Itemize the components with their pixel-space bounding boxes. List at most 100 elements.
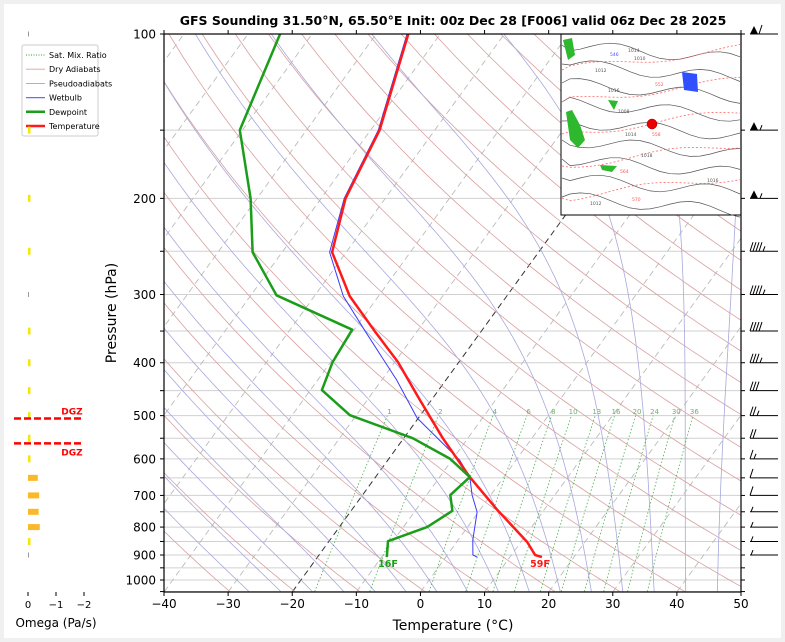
wind-barb-flag — [752, 242, 757, 252]
wind-barb-flag — [758, 321, 763, 332]
wind-barb-half — [750, 549, 754, 556]
omega-bar — [28, 31, 29, 37]
wind-barb — [750, 190, 778, 199]
wind-barb-flag — [749, 429, 754, 439]
x-tick-label: −20 — [280, 597, 305, 611]
mixing-ratio-label: 30 — [672, 408, 681, 416]
pseudoadiabat — [164, 81, 530, 592]
omega-bar — [28, 552, 29, 558]
pseudoadiabat — [270, 34, 592, 592]
wind-barb-flag — [752, 429, 757, 439]
pseudoadiabat — [503, 34, 655, 592]
wind-barb — [750, 521, 778, 528]
dry-adiabat — [164, 80, 741, 588]
precip-area — [608, 100, 618, 110]
y-tick-label: 700 — [133, 489, 156, 503]
isobar — [561, 157, 741, 175]
precip-area — [566, 110, 585, 148]
mixing-ratio-line — [428, 415, 494, 592]
wind-barb — [749, 321, 778, 332]
isobar-label: 1010 — [634, 56, 646, 62]
wind-barb-flag — [749, 449, 754, 460]
isobar-label: 1016 — [608, 88, 620, 94]
legend: Sat. Mix. Ratio Dry Adiabats Pseudoadiabat… — [21, 44, 112, 137]
isotherm — [164, 34, 377, 328]
axes: −40 −30 −20 −10 0 10 20 30 40 50 100 200 300 400 500 60… — [125, 28, 748, 612]
wind-barb — [749, 242, 778, 252]
dgz-top-label: DGZ — [61, 407, 83, 417]
omega-bar — [28, 194, 31, 202]
x-tick-label: −30 — [215, 597, 240, 611]
dry-adiabat — [234, 34, 741, 482]
mixing-ratio-label: 16 — [612, 408, 621, 416]
wind-barb-half — [759, 193, 763, 199]
dry-adiabat — [164, 414, 361, 592]
isotherm — [164, 34, 249, 151]
wind-barb-flag — [755, 242, 760, 252]
height-label: 570 — [632, 197, 641, 203]
wind-barb-flag — [749, 468, 754, 479]
surface-dewpoint-label: 16F — [378, 559, 398, 570]
mixing-ratio-label: 13 — [592, 408, 601, 416]
dry-adiabat — [164, 302, 491, 592]
dry-adiabat — [201, 34, 741, 516]
mixing-ratio-line — [584, 415, 636, 592]
dgz-bottom-label: DGZ — [61, 448, 83, 458]
y-tick-label: 1000 — [125, 574, 156, 588]
wind-barb-flag — [752, 285, 757, 295]
omega-bar — [28, 508, 39, 515]
legend-box — [21, 44, 99, 137]
y-tick-label: 900 — [133, 549, 156, 563]
wind-barb-flag — [755, 285, 760, 295]
pseudoadiabat — [371, 34, 624, 592]
isobar-label: 1012 — [590, 201, 602, 207]
y-tick-label: 800 — [133, 521, 156, 535]
wind-barb — [749, 486, 778, 496]
height-label: 552 — [655, 82, 664, 88]
dry-adiabat — [367, 34, 741, 352]
isobar-label: 1012 — [595, 68, 607, 74]
dry-adiabat — [434, 34, 741, 291]
wind-barb-flag — [749, 285, 754, 295]
wind-barb-flag — [758, 24, 763, 35]
mixing-ratio-label: 6 — [526, 408, 531, 416]
wind-barb — [749, 381, 778, 392]
inset-map: 1012 1016 1010 1008 1014 1018 1016 1014 1012 552 5… — [560, 33, 742, 218]
wind-barb-half — [762, 246, 766, 252]
omega-tick-label: −1 — [49, 600, 64, 611]
pseudoadiabat — [717, 34, 741, 592]
pseudoadiabat — [164, 226, 468, 592]
omega-bar — [28, 434, 31, 442]
y-tick-label: 600 — [133, 452, 156, 466]
plot-frame — [163, 33, 742, 593]
wind-barb-half — [756, 410, 760, 416]
mixing-ratio-line — [465, 415, 528, 592]
wind-barb-pennant — [750, 190, 758, 199]
dewpoint-line — [238, 34, 472, 558]
y-tick-label: 300 — [133, 288, 156, 302]
wind-barb — [750, 24, 778, 35]
wind-barb — [749, 468, 778, 479]
precip-area — [600, 165, 617, 172]
wind-barb-half — [750, 536, 754, 542]
x-tick-label: 10 — [477, 597, 492, 611]
omega-bar — [28, 492, 40, 499]
dry-adiabat — [164, 191, 621, 592]
mixing-ratio-line — [627, 415, 676, 592]
dry-adiabat — [164, 136, 686, 592]
mixing-ratio-label: 4 — [493, 408, 498, 416]
wind-barb-flag — [749, 242, 754, 252]
mixing-ratio-line — [314, 415, 388, 592]
x-tick-label: 20 — [541, 597, 556, 611]
wind-barb-flag — [758, 285, 763, 295]
x-tick-label: 40 — [669, 597, 684, 611]
temperature-line — [330, 34, 543, 559]
snow-area — [682, 72, 698, 92]
pseudoadiabat — [164, 280, 438, 592]
mixing-ratio-label: 36 — [690, 408, 699, 416]
omega-bar — [28, 455, 31, 463]
wind-barb-flag — [752, 321, 757, 332]
isotherm — [164, 34, 441, 416]
dry-adiabat — [467, 34, 741, 261]
